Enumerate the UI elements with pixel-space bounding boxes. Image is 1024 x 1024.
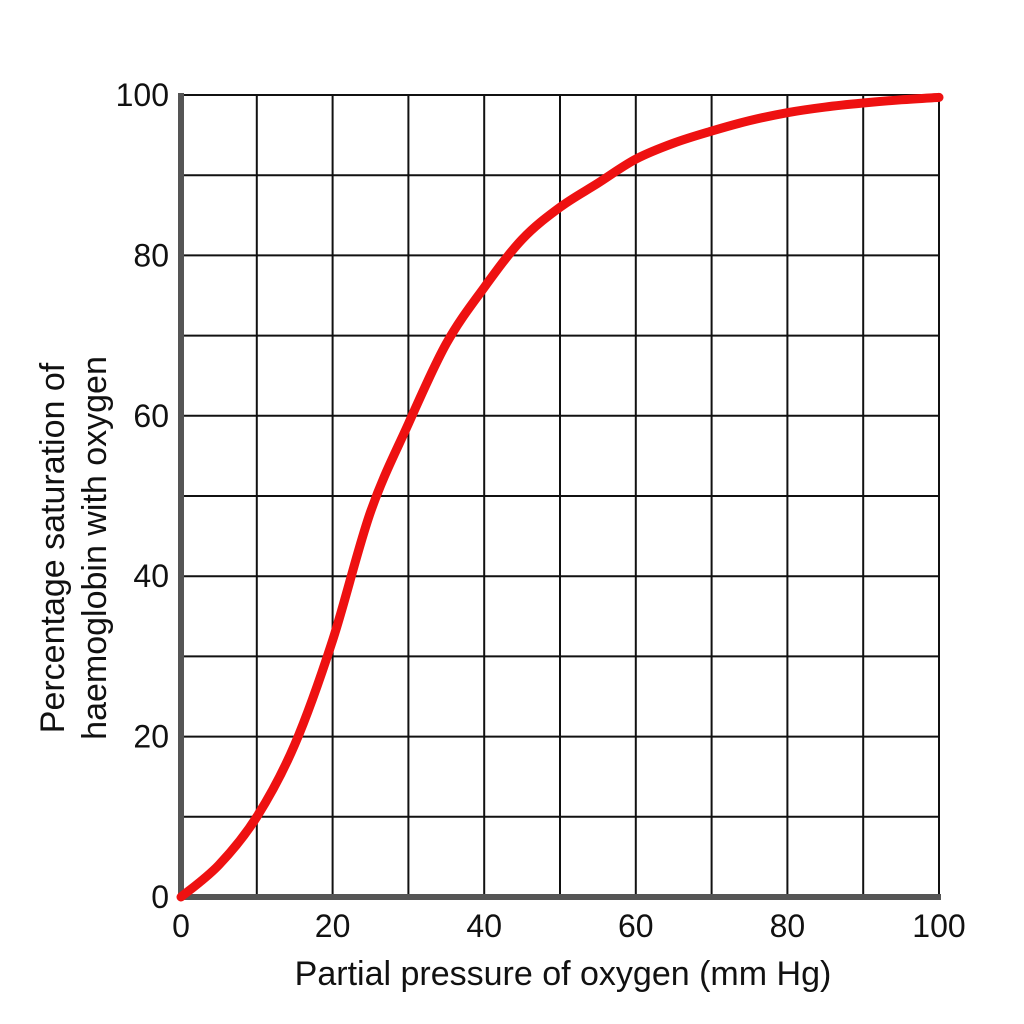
axes: [178, 93, 941, 900]
y-tick-labels: 0 20 40 60 80 100: [116, 77, 169, 915]
x-tick-label: 20: [315, 908, 351, 944]
series-layer: [176, 92, 944, 902]
x-tick-label: 100: [912, 908, 965, 944]
x-tick-label: 80: [770, 908, 806, 944]
saturation-curve: [176, 92, 944, 902]
x-tick-label: 60: [618, 908, 654, 944]
x-tick-labels: 0 20 40 60 80 100: [172, 908, 966, 944]
y-axis-title-line-2: haemoglobin with oxygen: [76, 356, 114, 740]
y-tick-label: 0: [151, 879, 169, 915]
grid: [180, 94, 940, 898]
y-axis-title-line-1: Percentage saturation of: [34, 362, 72, 733]
y-tick-label: 20: [133, 719, 169, 755]
x-axis-title: Partial pressure of oxygen (mm Hg): [295, 955, 832, 993]
y-tick-label: 40: [133, 558, 169, 594]
x-tick-label: 40: [466, 908, 502, 944]
y-tick-label: 60: [133, 398, 169, 434]
y-tick-label: 80: [133, 237, 169, 273]
y-axis-title: Percentage saturation of haemoglobin wit…: [34, 356, 114, 740]
y-tick-label: 100: [116, 77, 169, 113]
x-tick-label: 0: [172, 908, 190, 944]
